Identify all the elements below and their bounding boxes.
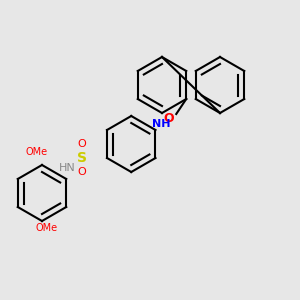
- Text: OMe: OMe: [26, 147, 48, 157]
- Text: NH: NH: [152, 119, 170, 129]
- Text: S: S: [77, 151, 87, 165]
- Text: O: O: [78, 167, 86, 177]
- Text: OMe: OMe: [36, 223, 58, 233]
- Text: HN: HN: [58, 163, 75, 173]
- Text: O: O: [78, 139, 86, 149]
- Text: O: O: [163, 112, 174, 125]
